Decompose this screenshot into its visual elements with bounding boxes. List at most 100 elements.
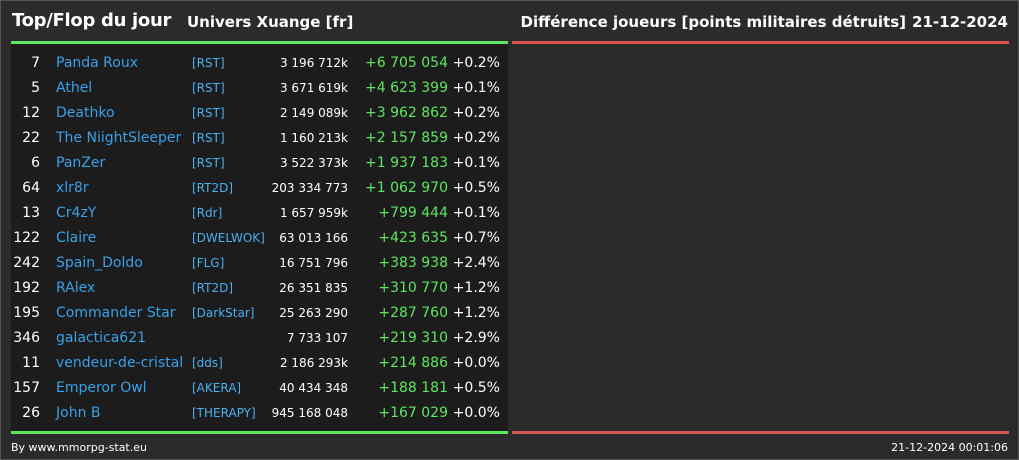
table-row: 26 John B [THERAPY] 945 168 048 +167 029 +0.0…	[11, 401, 508, 426]
player-points: 3 522 373k	[279, 156, 348, 170]
points-difference: +799 444	[378, 205, 448, 221]
percent-change: +0.5%	[452, 180, 500, 196]
table-row: 346 galactica621 7 733 107 +219 310 +2.9%	[11, 326, 508, 351]
player-name-link[interactable]: The NiightSleeper	[56, 130, 182, 146]
alliance-tag-link[interactable]: [RT2D]	[192, 281, 234, 295]
alliance-tag-link[interactable]: [THERAPY]	[192, 406, 256, 420]
table-row: 6 PanZer [RST] 3 522 373k +1 937 183 +0.1%	[11, 151, 508, 176]
player-name-link[interactable]: Cr4zY	[56, 205, 97, 221]
table-row: 12 Deathko [RST] 2 149 089k +3 962 862 +0.2%	[11, 101, 508, 126]
player-rank: 13	[22, 205, 40, 221]
player-rank: 192	[13, 280, 40, 296]
points-difference: +383 938	[378, 255, 448, 271]
points-difference: +188 181	[378, 380, 448, 396]
player-name-link[interactable]: Claire	[56, 230, 97, 246]
top-panel: 7 Panda Roux [RST] 3 196 712k +6 705 054 +0.2…	[11, 41, 508, 434]
percent-change: +2.4%	[452, 255, 500, 271]
points-difference: +287 760	[378, 305, 448, 321]
player-rank: 242	[13, 255, 40, 271]
points-difference: +167 029	[378, 405, 448, 421]
percent-change: +0.0%	[452, 355, 500, 371]
points-difference: +6 705 054	[365, 55, 448, 71]
player-name-link[interactable]: vendeur-de-cristal	[56, 355, 184, 371]
player-name-link[interactable]: Emperor Owl	[56, 380, 147, 396]
player-name-link[interactable]: xlr8r	[56, 180, 89, 196]
player-rank: 12	[22, 105, 40, 121]
table-row: 192 RAlex [RT2D] 26 351 835 +310 770 +1.2%	[11, 276, 508, 301]
alliance-tag-link[interactable]: [Rdr]	[192, 206, 223, 220]
player-name-link[interactable]: PanZer	[56, 155, 106, 171]
player-points: 945 168 048	[271, 406, 348, 420]
points-difference: +1 937 183	[365, 155, 448, 171]
points-difference: +1 062 970	[365, 180, 448, 196]
table-row: 13 Cr4zY [Rdr] 1 657 959k +799 444 +0.1%	[11, 201, 508, 226]
alliance-tag-link[interactable]: [RST]	[192, 106, 225, 120]
alliance-tag-link[interactable]: [RST]	[192, 81, 225, 95]
player-points: 3 196 712k	[279, 56, 348, 70]
alliance-tag-link[interactable]: [DarkStar]	[192, 306, 255, 320]
table-row: 5 Athel [RST] 3 671 619k +4 623 399 +0.1%	[11, 76, 508, 101]
points-difference: +219 310	[378, 330, 448, 346]
points-difference: +3 962 862	[365, 105, 448, 121]
player-name-link[interactable]: Commander Star	[56, 305, 176, 321]
alliance-tag-link[interactable]: [RST]	[192, 131, 225, 145]
player-rank: 6	[31, 155, 40, 171]
player-rank: 122	[13, 230, 40, 246]
percent-change: +0.2%	[452, 130, 500, 146]
percent-change: +0.2%	[452, 105, 500, 121]
table-row: 242 Spain_Doldo [FLG] 16 751 796 +383 938 +2.…	[11, 251, 508, 276]
generated-timestamp: 21-12-2024 00:01:06	[891, 441, 1008, 454]
alliance-tag-link[interactable]: [FLG]	[192, 256, 225, 270]
player-points: 63 013 166	[279, 231, 348, 245]
player-name-link[interactable]: Athel	[56, 80, 93, 96]
percent-change: +0.5%	[452, 380, 500, 396]
table-row: 122 Claire [DWELWOK] 63 013 166 +423 635 +0.7…	[11, 226, 508, 251]
alliance-tag-link[interactable]: [RST]	[192, 156, 225, 170]
player-points: 1 657 959k	[279, 206, 348, 220]
player-rank: 5	[31, 80, 40, 96]
points-difference: +2 157 859	[365, 130, 448, 146]
player-rank: 11	[22, 355, 40, 371]
header: Top/Flop du jour Univers Xuange [fr] Dif…	[1, 1, 1018, 37]
universe-label: Univers Xuange [fr]	[187, 13, 354, 31]
points-difference: +214 886	[378, 355, 448, 371]
percent-change: +1.2%	[452, 305, 500, 321]
metric-label: Différence joueurs [points militaires dé…	[520, 13, 906, 31]
player-name-link[interactable]: galactica621	[56, 330, 147, 346]
player-points: 3 671 619k	[279, 81, 348, 95]
player-points: 203 334 773	[271, 181, 348, 195]
percent-change: +0.7%	[452, 230, 500, 246]
table-row: 157 Emperor Owl [AKERA] 40 434 348 +188 181 +…	[11, 376, 508, 401]
player-rank: 157	[13, 380, 40, 396]
points-difference: +423 635	[378, 230, 448, 246]
player-rank: 22	[22, 130, 40, 146]
percent-change: +0.1%	[452, 80, 500, 96]
player-points: 2 149 089k	[279, 106, 348, 120]
player-points: 1 160 213k	[279, 131, 348, 145]
alliance-tag-link[interactable]: [RST]	[192, 56, 225, 70]
header-date: 21-12-2024	[912, 13, 1008, 31]
player-name-link[interactable]: John B	[56, 405, 101, 421]
percent-change: +0.1%	[452, 205, 500, 221]
alliance-tag-link[interactable]: [AKERA]	[192, 381, 242, 395]
player-rank: 346	[13, 330, 40, 346]
player-rank: 64	[22, 180, 40, 196]
player-name-link[interactable]: Panda Roux	[56, 55, 139, 71]
player-points: 26 351 835	[279, 281, 348, 295]
percent-change: +1.2%	[452, 280, 500, 296]
alliance-tag-link[interactable]: [RT2D]	[192, 181, 234, 195]
player-points: 25 263 290	[279, 306, 348, 320]
player-name-link[interactable]: RAlex	[56, 280, 96, 296]
alliance-tag-link[interactable]: [DWELWOK]	[192, 231, 265, 245]
table-row: 7 Panda Roux [RST] 3 196 712k +6 705 054 +0.2…	[11, 51, 508, 76]
player-name-link[interactable]: Deathko	[56, 105, 115, 121]
player-points: 16 751 796	[279, 256, 348, 270]
alliance-tag-link[interactable]: [dds]	[192, 356, 223, 370]
player-name-link[interactable]: Spain_Doldo	[56, 255, 143, 271]
table-row: 64 xlr8r [RT2D] 203 334 773 +1 062 970 +0.5%	[11, 176, 508, 201]
percent-change: +0.1%	[452, 155, 500, 171]
table-row: 195 Commander Star [DarkStar] 25 263 290 +28…	[11, 301, 508, 326]
player-rank: 195	[13, 305, 40, 321]
player-points: 2 186 293k	[279, 356, 348, 370]
